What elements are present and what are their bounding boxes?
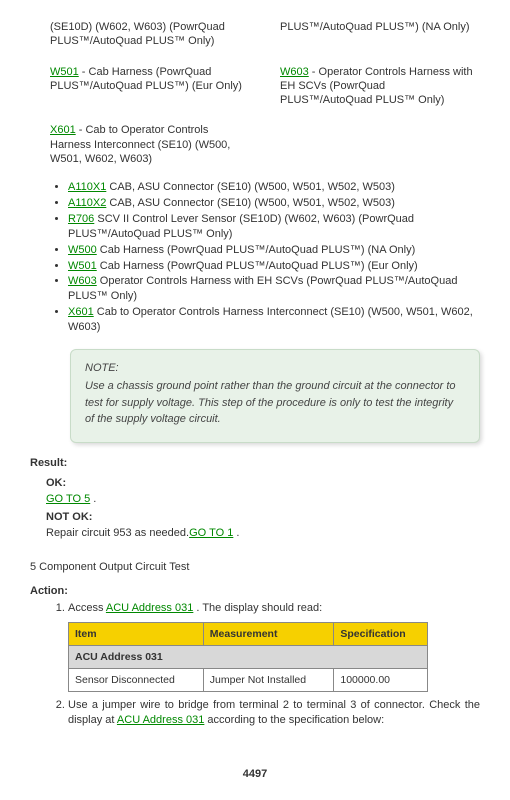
link-goto5[interactable]: GO TO 5	[46, 493, 90, 505]
list-item-text: SCV II Control Lever Sensor (SE10D) (W60…	[68, 213, 414, 240]
list-item: R706 SCV II Control Lever Sensor (SE10D)…	[68, 212, 480, 242]
result-label: Result:	[30, 457, 480, 469]
th-specification: Specification	[334, 622, 428, 645]
list-item-text: CAB, ASU Connector (SE10) (W500, W501, W…	[106, 197, 395, 209]
link-a110x1[interactable]: A110X1	[68, 181, 106, 193]
link-a110x2[interactable]: A110X2	[68, 197, 106, 209]
list-item-text: Cab to Operator Controls Harness Interco…	[68, 306, 473, 333]
td-measurement: Jumper Not Installed	[203, 669, 334, 692]
list-item: W501 Cab Harness (PowrQuad PLUS™/AutoQua…	[68, 259, 480, 274]
top-cell-2: PLUS™/AutoQuad PLUS™) (NA Only)	[280, 20, 480, 49]
table-header-row: Item Measurement Specification	[69, 622, 428, 645]
step1-text-b: . The display should read:	[193, 602, 322, 614]
action-step-2: Use a jumper wire to bridge from termina…	[68, 698, 480, 728]
table-acu-row: ACU Address 031	[69, 645, 428, 668]
td-item: Sensor Disconnected	[69, 669, 204, 692]
top-cell-3: W501 - Cab Harness (PowrQuad PLUS™/AutoQ…	[50, 65, 250, 108]
link-acu-031-a[interactable]: ACU Address 031	[106, 602, 193, 614]
top-cell-2-text: PLUS™/AutoQuad PLUS™) (NA Only)	[280, 21, 470, 33]
link-w603-b[interactable]: W603	[68, 275, 97, 287]
list-item: X601 Cab to Operator Controls Harness In…	[68, 305, 480, 335]
top-cell-3-text: - Cab Harness (PowrQuad PLUS™/AutoQuad P…	[50, 66, 242, 92]
td-acu: ACU Address 031	[69, 645, 428, 668]
notok-label: NOT OK:	[46, 511, 480, 523]
page-number: 4497	[30, 768, 480, 780]
top-cell-4: W603 - Operator Controls Harness with EH…	[280, 65, 480, 108]
step1-text-a: Access	[68, 602, 106, 614]
action-label: Action:	[30, 585, 480, 597]
list-item-text: CAB, ASU Connector (SE10) (W500, W501, W…	[106, 181, 395, 193]
note-title: NOTE:	[85, 360, 465, 377]
link-goto1[interactable]: GO TO 1	[189, 527, 233, 539]
list-item: W500 Cab Harness (PowrQuad PLUS™/AutoQua…	[68, 243, 480, 258]
link-w501-b[interactable]: W501	[68, 260, 97, 272]
top-cell-1-text: (SE10D) (W602, W603) (PowrQuad PLUS™/Aut…	[50, 21, 225, 47]
link-w501[interactable]: W501	[50, 66, 79, 78]
component-test-title: 5 Component Output Circuit Test	[30, 561, 480, 573]
action-list: Access ACU Address 031 . The display sho…	[50, 601, 480, 728]
list-item: A110X2 CAB, ASU Connector (SE10) (W500, …	[68, 196, 480, 211]
link-r706[interactable]: R706	[68, 213, 94, 225]
note-box: NOTE: Use a chassis ground point rather …	[70, 349, 480, 443]
th-item: Item	[69, 622, 204, 645]
list-item-text: Cab Harness (PowrQuad PLUS™/AutoQuad PLU…	[97, 244, 416, 256]
list-item-text: Cab Harness (PowrQuad PLUS™/AutoQuad PLU…	[97, 260, 418, 272]
top-cell-4-text: - Operator Controls Harness with EH SCVs…	[280, 66, 473, 107]
top-cell-5: X601 - Cab to Operator Controls Harness …	[50, 123, 250, 166]
step2-text-b: according to the specification below:	[204, 714, 384, 726]
note-body: Use a chassis ground point rather than t…	[85, 378, 465, 428]
notok-text: Repair circuit 953 as needed.	[46, 527, 189, 539]
ok-label: OK:	[46, 477, 480, 489]
top-cell-5-text: - Cab to Operator Controls Harness Inter…	[50, 124, 230, 165]
spec-table: Item Measurement Specification ACU Addre…	[68, 622, 428, 693]
td-specification: 100000.00	[334, 669, 428, 692]
ok-line: GO TO 5 .	[46, 493, 480, 505]
list-item-text: Operator Controls Harness with EH SCVs (…	[68, 275, 457, 302]
link-w500[interactable]: W500	[68, 244, 97, 256]
link-acu-031-b[interactable]: ACU Address 031	[117, 714, 204, 726]
table-row: Sensor Disconnected Jumper Not Installed…	[69, 669, 428, 692]
link-w603[interactable]: W603	[280, 66, 309, 78]
list-item: A110X1 CAB, ASU Connector (SE10) (W500, …	[68, 180, 480, 195]
th-measurement: Measurement	[203, 622, 334, 645]
link-x601-b[interactable]: X601	[68, 306, 94, 318]
list-item: W603 Operator Controls Harness with EH S…	[68, 274, 480, 304]
link-x601[interactable]: X601	[50, 124, 76, 136]
top-definitions-grid: (SE10D) (W602, W603) (PowrQuad PLUS™/Aut…	[50, 20, 480, 166]
notok-line: Repair circuit 953 as needed.GO TO 1 .	[46, 527, 480, 539]
top-cell-1: (SE10D) (W602, W603) (PowrQuad PLUS™/Aut…	[50, 20, 250, 49]
reference-list: A110X1 CAB, ASU Connector (SE10) (W500, …	[50, 180, 480, 334]
action-step-1: Access ACU Address 031 . The display sho…	[68, 601, 480, 692]
